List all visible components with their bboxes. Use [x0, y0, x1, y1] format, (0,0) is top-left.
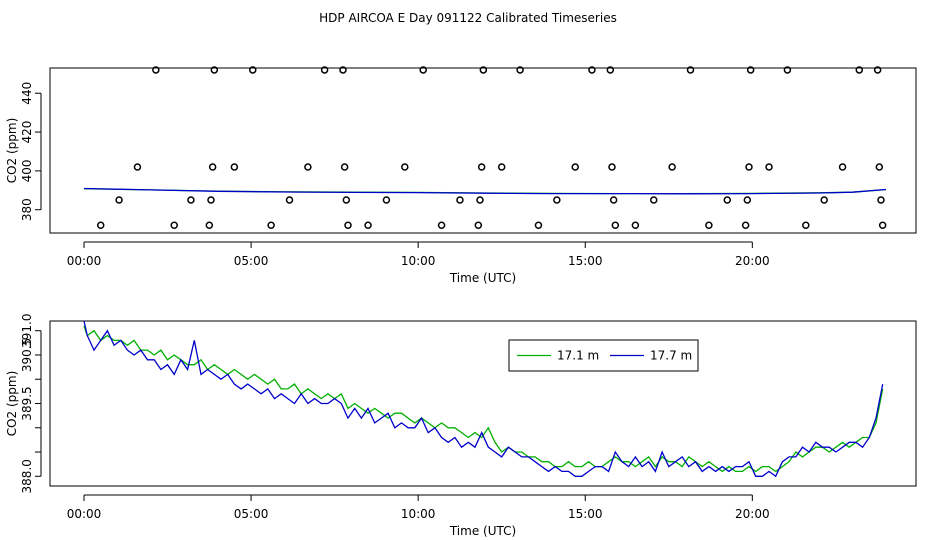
data-point — [608, 163, 616, 171]
x-tick-label: 15:00 — [568, 254, 603, 268]
data-point — [783, 66, 792, 74]
series-line-2 — [83, 187, 887, 195]
data-point — [115, 196, 123, 204]
plot-frame — [49, 320, 917, 487]
data-point — [474, 221, 483, 229]
data-point — [553, 196, 561, 204]
y-axis-label: CO2 (ppm) — [5, 118, 19, 184]
data-point — [820, 196, 828, 204]
y-tick-label: 391.0 — [20, 314, 34, 348]
x-tick-label: 05:00 — [234, 254, 269, 268]
x-tick-label: 10:00 — [401, 507, 436, 521]
legend-label: 17.1 m — [557, 349, 599, 363]
data-point — [650, 196, 658, 204]
x-tick-label: 10:00 — [401, 254, 436, 268]
data-point — [320, 66, 329, 74]
data-point — [497, 163, 506, 171]
y-axis-label: CO2 (ppm) — [5, 371, 19, 437]
data-point — [873, 66, 882, 74]
data-point — [382, 196, 391, 204]
legend-label: 17.7 m — [650, 349, 692, 363]
panel-top: 00:00 05:00 10:00 15:00 20:00 Time (UTC) 380 40… — [5, 66, 917, 285]
data-point — [456, 196, 464, 204]
data-point — [686, 66, 695, 74]
y-tick-label: 440 — [20, 82, 34, 105]
data-point — [765, 163, 773, 171]
data-point — [339, 66, 347, 74]
y-tick-label: 388.0 — [20, 459, 34, 493]
data-point — [878, 221, 887, 229]
data-point — [723, 196, 732, 204]
data-point — [208, 163, 217, 171]
panel-bottom: 00:00 05:00 10:00 15:00 20:00 Time (UTC) 388.0… — [5, 314, 917, 538]
data-point — [534, 221, 543, 229]
data-point — [838, 163, 847, 171]
y-tick-label: 389.5 — [20, 386, 34, 420]
x-tick-label: 00:00 — [67, 254, 102, 268]
data-point — [877, 196, 885, 204]
x-axis-label: Time (UTC) — [449, 524, 516, 538]
data-point — [96, 221, 105, 229]
data-point — [746, 66, 755, 74]
data-point — [344, 221, 352, 229]
data-point — [611, 221, 620, 229]
data-point — [606, 66, 615, 74]
data-point — [477, 163, 486, 171]
x-tick-label: 20:00 — [735, 507, 770, 521]
data-point — [668, 163, 676, 171]
data-point — [419, 66, 427, 74]
data-point — [476, 196, 484, 204]
data-point — [342, 196, 351, 204]
data-point — [267, 221, 275, 229]
chart-title: HDP AIRCOA E Day 091122 Calibrated Times… — [319, 11, 617, 25]
data-point — [340, 163, 349, 171]
data-point — [875, 163, 884, 171]
data-point — [571, 163, 579, 171]
data-point — [741, 221, 750, 229]
data-point — [743, 196, 752, 204]
data-point — [205, 221, 214, 229]
series-line-17-1-m — [83, 325, 884, 473]
data-point — [855, 66, 864, 74]
data-point — [230, 163, 239, 171]
data-point — [170, 221, 178, 229]
data-point — [207, 196, 215, 204]
data-point — [516, 66, 524, 74]
data-point — [152, 66, 160, 74]
data-point — [479, 66, 488, 74]
data-point — [401, 163, 409, 171]
data-point — [187, 196, 195, 204]
x-tick-label: 15:00 — [568, 507, 603, 521]
y-tick-label: 380 — [20, 198, 34, 221]
data-point — [133, 163, 142, 171]
data-point — [285, 196, 294, 204]
x-tick-label: 20:00 — [735, 254, 770, 268]
data-point — [364, 221, 372, 229]
data-point — [210, 66, 219, 74]
y-tick-label: 390.5 — [20, 338, 34, 372]
data-point — [249, 66, 257, 74]
data-point — [304, 163, 312, 171]
x-axis-label: Time (UTC) — [449, 271, 516, 285]
data-point — [705, 221, 713, 229]
plot-frame — [49, 67, 917, 234]
data-point — [745, 163, 753, 171]
data-point — [631, 221, 640, 229]
series-line-17-7-m — [83, 320, 884, 478]
data-point — [802, 221, 810, 229]
data-point — [609, 196, 618, 204]
y-tick-label: 400 — [20, 159, 34, 182]
data-point — [588, 66, 596, 74]
y-tick-label: 420 — [20, 121, 34, 144]
x-tick-label: 00:00 — [67, 507, 102, 521]
data-point — [437, 221, 446, 229]
x-tick-label: 05:00 — [234, 507, 269, 521]
